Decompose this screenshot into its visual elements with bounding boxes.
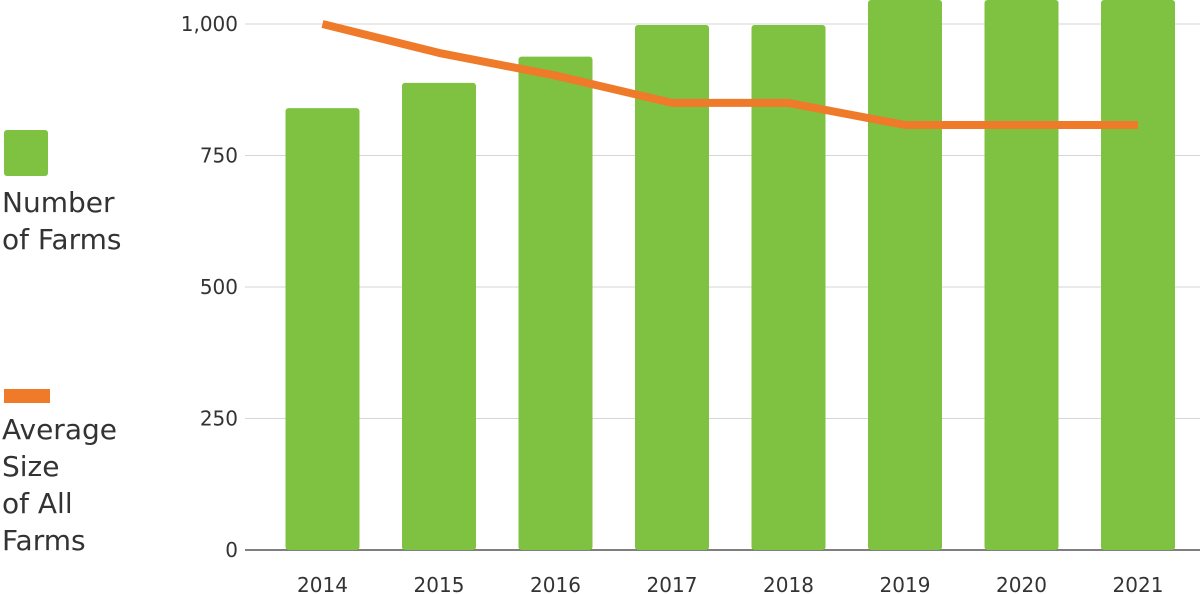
bar bbox=[868, 0, 942, 550]
x-tick-label: 2021 bbox=[1113, 573, 1164, 594]
bar bbox=[1101, 0, 1175, 550]
y-tick-label: 750 bbox=[200, 144, 238, 168]
x-tick-label: 2019 bbox=[880, 573, 931, 594]
x-tick-label: 2018 bbox=[763, 573, 814, 594]
x-tick-label: 2014 bbox=[297, 573, 348, 594]
legend-label-number-of-farms: Number of Farms bbox=[2, 186, 122, 256]
bar bbox=[402, 82, 476, 551]
y-tick-label: 0 bbox=[225, 538, 238, 562]
x-tick-label: 2015 bbox=[414, 573, 465, 594]
bar bbox=[285, 108, 360, 550]
legend-swatch-average-size bbox=[4, 389, 50, 403]
y-tick-label: 500 bbox=[200, 275, 238, 299]
x-tick-label: 2016 bbox=[530, 573, 581, 594]
y-tick-label: 250 bbox=[200, 407, 238, 431]
legend-swatch-number-of-farms bbox=[4, 130, 48, 176]
x-tick-label: 2020 bbox=[996, 573, 1047, 594]
series-line-average-size bbox=[321, 20, 1138, 129]
legend: Number of Farms Average Size of All Farm… bbox=[0, 0, 180, 594]
bar bbox=[518, 56, 593, 550]
y-tick-label: 1,000 bbox=[181, 12, 238, 36]
bar bbox=[984, 0, 1059, 550]
x-tick-label: 2017 bbox=[647, 573, 698, 594]
legend-label-average-size: Average Size of All Farms bbox=[2, 413, 117, 557]
bar bbox=[635, 25, 709, 550]
bar bbox=[751, 25, 826, 550]
